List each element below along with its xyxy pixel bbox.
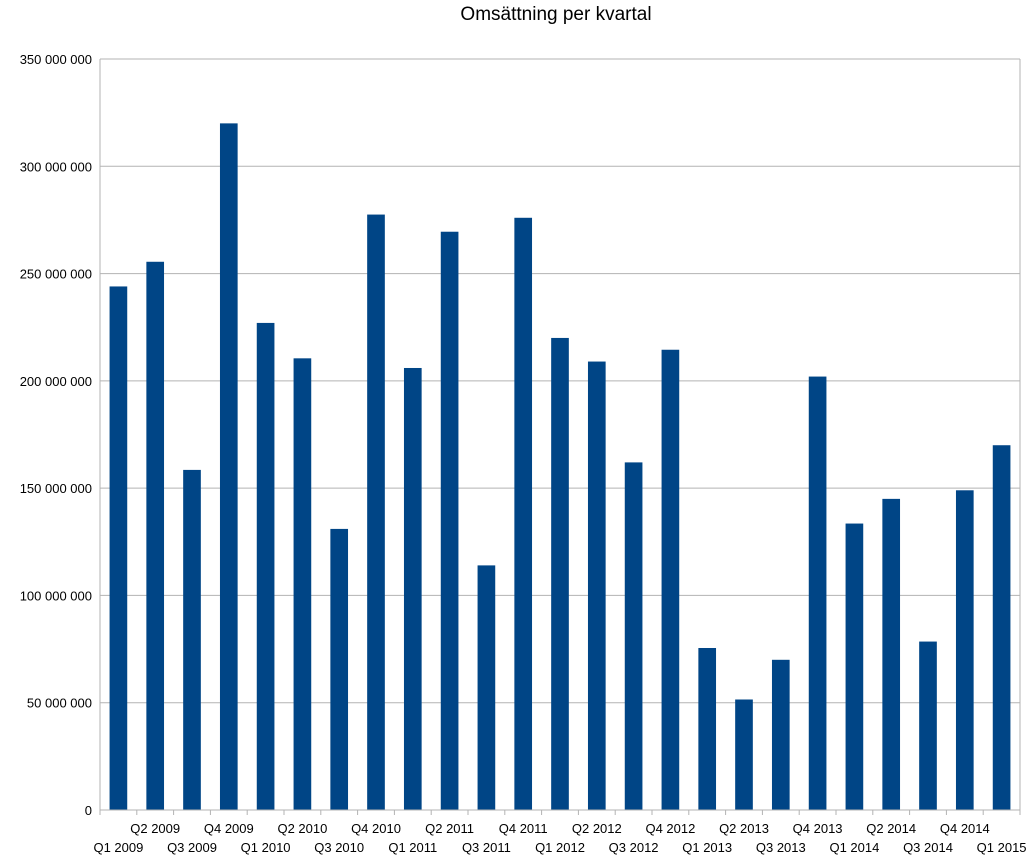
- bar: [808, 376, 827, 810]
- x-tick-label: Q3 2014: [903, 840, 953, 855]
- bar: [845, 523, 864, 810]
- bar: [514, 217, 533, 811]
- x-tick-label: Q1 2009: [93, 840, 143, 855]
- bar: [219, 123, 238, 810]
- bar: [109, 286, 128, 811]
- bar: [955, 490, 974, 810]
- x-tick-label: Q2 2011: [425, 821, 474, 836]
- bar: [477, 565, 496, 810]
- bar: [882, 498, 901, 810]
- x-tick-label: Q4 2011: [499, 821, 548, 836]
- bar: [771, 659, 790, 810]
- x-tick-label: Q1 2014: [829, 840, 879, 855]
- y-tick-label: 300 000 000: [20, 159, 92, 174]
- x-tick-label: Q2 2013: [719, 821, 769, 836]
- bar: [735, 699, 753, 810]
- chart-title: Omsättning per kvartal: [460, 4, 651, 25]
- x-tick-label: Q3 2013: [756, 840, 806, 855]
- bar: [661, 349, 680, 810]
- y-tick-label: 350 000 000: [20, 52, 92, 67]
- x-tick-label: Q2 2010: [277, 821, 327, 836]
- bar: [551, 337, 569, 810]
- x-tick-label: Q2 2012: [572, 821, 622, 836]
- bar: [624, 462, 643, 810]
- bar: [183, 469, 201, 810]
- bar: [698, 647, 717, 810]
- bar: [403, 367, 422, 810]
- x-tick-label: Q1 2015: [977, 840, 1027, 855]
- x-tick-label: Q3 2012: [609, 840, 659, 855]
- x-tick-label: Q4 2012: [645, 821, 695, 836]
- bar: [440, 231, 459, 811]
- x-tick-label: Q1 2011: [388, 840, 437, 855]
- x-tick-label: Q4 2010: [351, 821, 401, 836]
- x-tick-label: Q3 2010: [314, 840, 364, 855]
- bar: [587, 361, 606, 810]
- bars: [109, 123, 1011, 811]
- y-tick-label: 150 000 000: [20, 481, 92, 496]
- bar: [146, 261, 165, 810]
- y-axis-tick-labels: 0 50 000 000 100 000 000 150 000 000 200 000…: [20, 52, 92, 818]
- bar: [330, 528, 349, 810]
- y-tick-label: 50 000 000: [27, 696, 92, 711]
- bar: [919, 641, 937, 810]
- y-tick-label: 200 000 000: [20, 374, 92, 389]
- bar: [293, 358, 312, 810]
- x-tick-label: Q1 2013: [682, 840, 732, 855]
- x-tick-label: Q1 2012: [535, 840, 585, 855]
- axes: [99, 59, 1021, 815]
- bar: [992, 445, 1011, 810]
- bar: [256, 322, 275, 810]
- x-tick-label: Q4 2014: [940, 821, 990, 836]
- y-tick-label: 0: [85, 803, 92, 818]
- y-tick-label: 100 000 000: [20, 588, 92, 603]
- x-tick-label: Q3 2009: [167, 840, 217, 855]
- x-tick-label: Q2 2009: [130, 821, 180, 836]
- x-tick-label: Q1 2010: [241, 840, 291, 855]
- x-axis-tick-labels: Q1 2009 Q2 2009 Q3 2009 Q4 2009 Q1 2010 Q2 20…: [93, 821, 1026, 855]
- y-tick-label: 250 000 000: [20, 267, 92, 282]
- x-tick-label: Q2 2014: [866, 821, 916, 836]
- x-tick-label: Q4 2013: [793, 821, 843, 836]
- x-tick-label: Q4 2009: [204, 821, 254, 836]
- x-tick-label: Q3 2011: [462, 840, 511, 855]
- bar: [367, 214, 385, 811]
